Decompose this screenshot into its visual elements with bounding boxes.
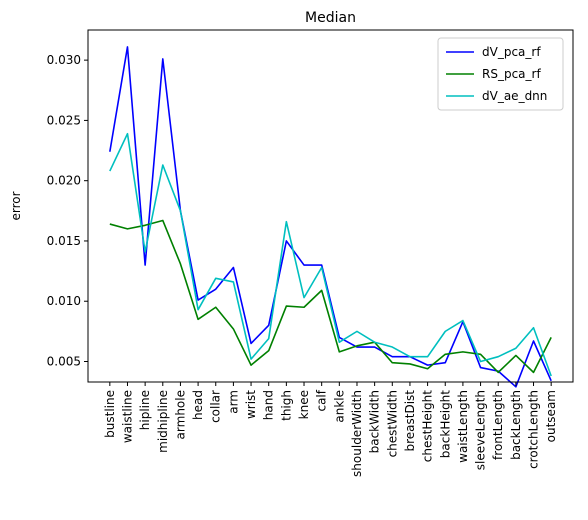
x-tick-label: breastDist xyxy=(403,390,417,452)
y-tick-label: 0.015 xyxy=(47,234,81,248)
x-tick-label: outseam xyxy=(544,390,558,442)
x-tick-label: waistLength xyxy=(456,390,470,463)
x-tick-label: frontLength xyxy=(491,390,505,460)
series-line-dV_ae_dnn xyxy=(109,132,552,377)
legend-box xyxy=(437,37,564,111)
x-tick-label: hand xyxy=(262,390,276,420)
x-tick-label: chestHeight xyxy=(421,390,435,463)
x-tick-label: sleeveLength xyxy=(474,390,488,470)
y-axis-title: error xyxy=(9,191,23,220)
y-tick-label: 0.005 xyxy=(47,355,81,369)
x-tick-label: head xyxy=(191,390,205,420)
x-tick-label: wrist xyxy=(244,390,258,419)
x-tick-label: backHeight xyxy=(438,390,452,458)
legend: dV_pca_rf RS_pca_rf dV_ae_dnn xyxy=(437,37,564,111)
x-tick-label: collar xyxy=(209,390,223,423)
x-tick-label: backWidth xyxy=(368,390,382,453)
x-tick-label: knee xyxy=(297,390,311,419)
chart-title: Median xyxy=(305,10,356,26)
x-tick-label: thigh xyxy=(279,390,293,421)
legend-label: dV_pca_rf xyxy=(482,45,541,59)
x-tick-label: midhipline xyxy=(156,390,170,453)
x-tick-label: crotchLength xyxy=(527,390,541,469)
x-tick-label: ankle xyxy=(332,390,346,423)
legend-label: dV_ae_dnn xyxy=(482,89,547,103)
y-tick-label: 0.010 xyxy=(47,294,81,308)
series-line-RS_pca_rf xyxy=(109,219,552,374)
x-tick-label: arm xyxy=(226,390,240,414)
x-tick-label: waistline xyxy=(120,390,134,443)
x-tick-label: bustline xyxy=(103,390,117,438)
plot-frame xyxy=(87,29,574,383)
x-tick-label: chestWidth xyxy=(385,390,399,457)
x-tick-label: calf xyxy=(315,389,329,411)
x-tick-label: hipline xyxy=(138,390,152,430)
y-tick-label: 0.020 xyxy=(47,174,81,188)
x-tick-label: backLength xyxy=(509,390,523,460)
x-tick-label: shoulderWidth xyxy=(350,390,364,477)
y-tick-label: 0.030 xyxy=(47,53,81,67)
x-tick-label: armhole xyxy=(173,390,187,439)
y-tick-label: 0.025 xyxy=(47,113,81,127)
legend-label: RS_pca_rf xyxy=(482,67,541,81)
